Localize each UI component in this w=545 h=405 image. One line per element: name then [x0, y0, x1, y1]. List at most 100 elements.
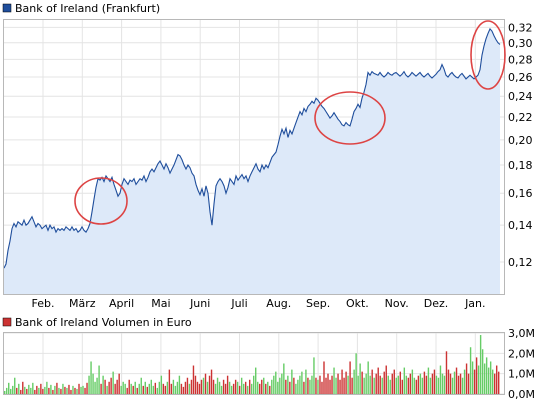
volume-bar — [214, 383, 217, 394]
volume-bar — [471, 361, 474, 394]
volume-bar — [279, 377, 281, 394]
volume-bar — [174, 385, 177, 394]
volume-bar — [246, 385, 249, 394]
price-x-tick-label: Juni — [189, 297, 210, 310]
volume-bar — [44, 386, 46, 394]
volume-bar — [391, 373, 393, 394]
volume-bar — [12, 385, 14, 394]
volume-bar — [407, 377, 410, 394]
volume-bar — [283, 363, 285, 394]
volume-bar — [449, 373, 452, 394]
volume-bar — [78, 383, 80, 394]
volume-bar — [305, 369, 307, 394]
volume-bar — [114, 383, 116, 394]
volume-bar — [333, 367, 335, 394]
volume-bar — [8, 382, 10, 394]
volume-bar — [297, 379, 299, 394]
volume-bar — [309, 379, 311, 394]
price-x-tick-label: April — [109, 297, 134, 310]
volume-bar — [375, 373, 377, 394]
volume-bar — [457, 375, 460, 394]
volume-bar — [232, 383, 235, 394]
volume-bar — [425, 375, 428, 394]
price-y-tick-label: 0,22 — [508, 111, 533, 124]
volume-bar — [218, 381, 221, 394]
volume-bar — [200, 379, 203, 394]
volume-y-tick-label: 1,0M — [508, 368, 535, 381]
volume-bar — [367, 361, 369, 394]
volume-bar — [443, 375, 446, 394]
volume-bar — [202, 377, 205, 394]
price-x-axis: Feb. März April Mai Juni Juli Aug. Sep. Okt. Nov.… — [32, 297, 486, 310]
volume-bar — [108, 381, 110, 394]
volume-bar — [489, 361, 492, 394]
volume-bar — [409, 373, 412, 394]
volume-bar — [224, 383, 227, 394]
volume-bar — [48, 387, 50, 394]
price-plot-frame — [3, 19, 505, 295]
volume-bar — [321, 381, 323, 394]
volume-bar — [495, 365, 498, 394]
volume-legend-label: Bank of Ireland Volumen in Euro — [15, 316, 192, 329]
volume-bar — [475, 357, 478, 394]
volume-bar — [88, 375, 90, 394]
price-y-tick-label: 0,16 — [508, 187, 533, 200]
volume-bar — [208, 375, 211, 394]
volume-bar — [122, 381, 124, 394]
price-legend-swatch — [2, 3, 12, 13]
volume-bar — [439, 365, 442, 394]
volume-bar — [277, 381, 279, 394]
volume-bar — [176, 381, 179, 394]
volume-bar — [84, 387, 86, 394]
volume-bar — [399, 371, 402, 394]
volume-bar — [363, 377, 365, 394]
price-x-tick-label: Jan. — [464, 297, 485, 310]
volume-bar — [261, 379, 263, 394]
volume-bar — [451, 377, 454, 394]
volume-bar — [112, 371, 114, 394]
price-y-tick-label: 0,14 — [508, 219, 533, 232]
volume-bar — [349, 361, 351, 394]
volume-bar — [271, 379, 273, 394]
volume-bar — [36, 385, 38, 394]
volume-bar — [385, 365, 387, 394]
volume-bar — [140, 377, 142, 394]
volume-bar — [138, 383, 140, 394]
volume-bar — [58, 387, 60, 394]
volume-bar — [403, 367, 406, 394]
volume-bar — [335, 377, 337, 394]
volume-bar — [28, 384, 30, 394]
volume-bar — [371, 369, 373, 394]
volume-bar — [22, 381, 24, 394]
volume-bar — [168, 369, 171, 394]
volume-bar — [220, 385, 223, 394]
volume-bar — [433, 369, 436, 394]
volume-bar — [74, 387, 76, 394]
price-x-tick-label: Dez. — [424, 297, 449, 310]
volume-bar — [445, 351, 448, 394]
volume-legend-swatch — [2, 317, 12, 327]
volume-bar — [90, 361, 92, 394]
volume-bar — [393, 369, 395, 394]
volume-bar — [86, 382, 88, 394]
volume-bar — [240, 377, 243, 394]
price-x-tick-label: Aug. — [266, 297, 291, 310]
volume-bar — [281, 373, 283, 394]
volume-bar — [285, 379, 287, 394]
volume-bar — [162, 383, 165, 394]
volume-bar — [82, 385, 84, 394]
volume-bar — [68, 384, 70, 394]
volume-bar — [164, 385, 167, 394]
volume-bar — [327, 373, 329, 394]
volume-bar — [251, 383, 253, 394]
volume-bar — [228, 381, 231, 394]
volume-bar — [477, 365, 480, 394]
volume-bar — [429, 377, 432, 394]
volume-bar — [419, 373, 422, 394]
volume-bar — [52, 389, 54, 394]
volume-bar — [226, 375, 229, 394]
volume-bar — [417, 375, 420, 394]
volume-bar — [315, 377, 317, 394]
volume-bar — [295, 383, 297, 394]
